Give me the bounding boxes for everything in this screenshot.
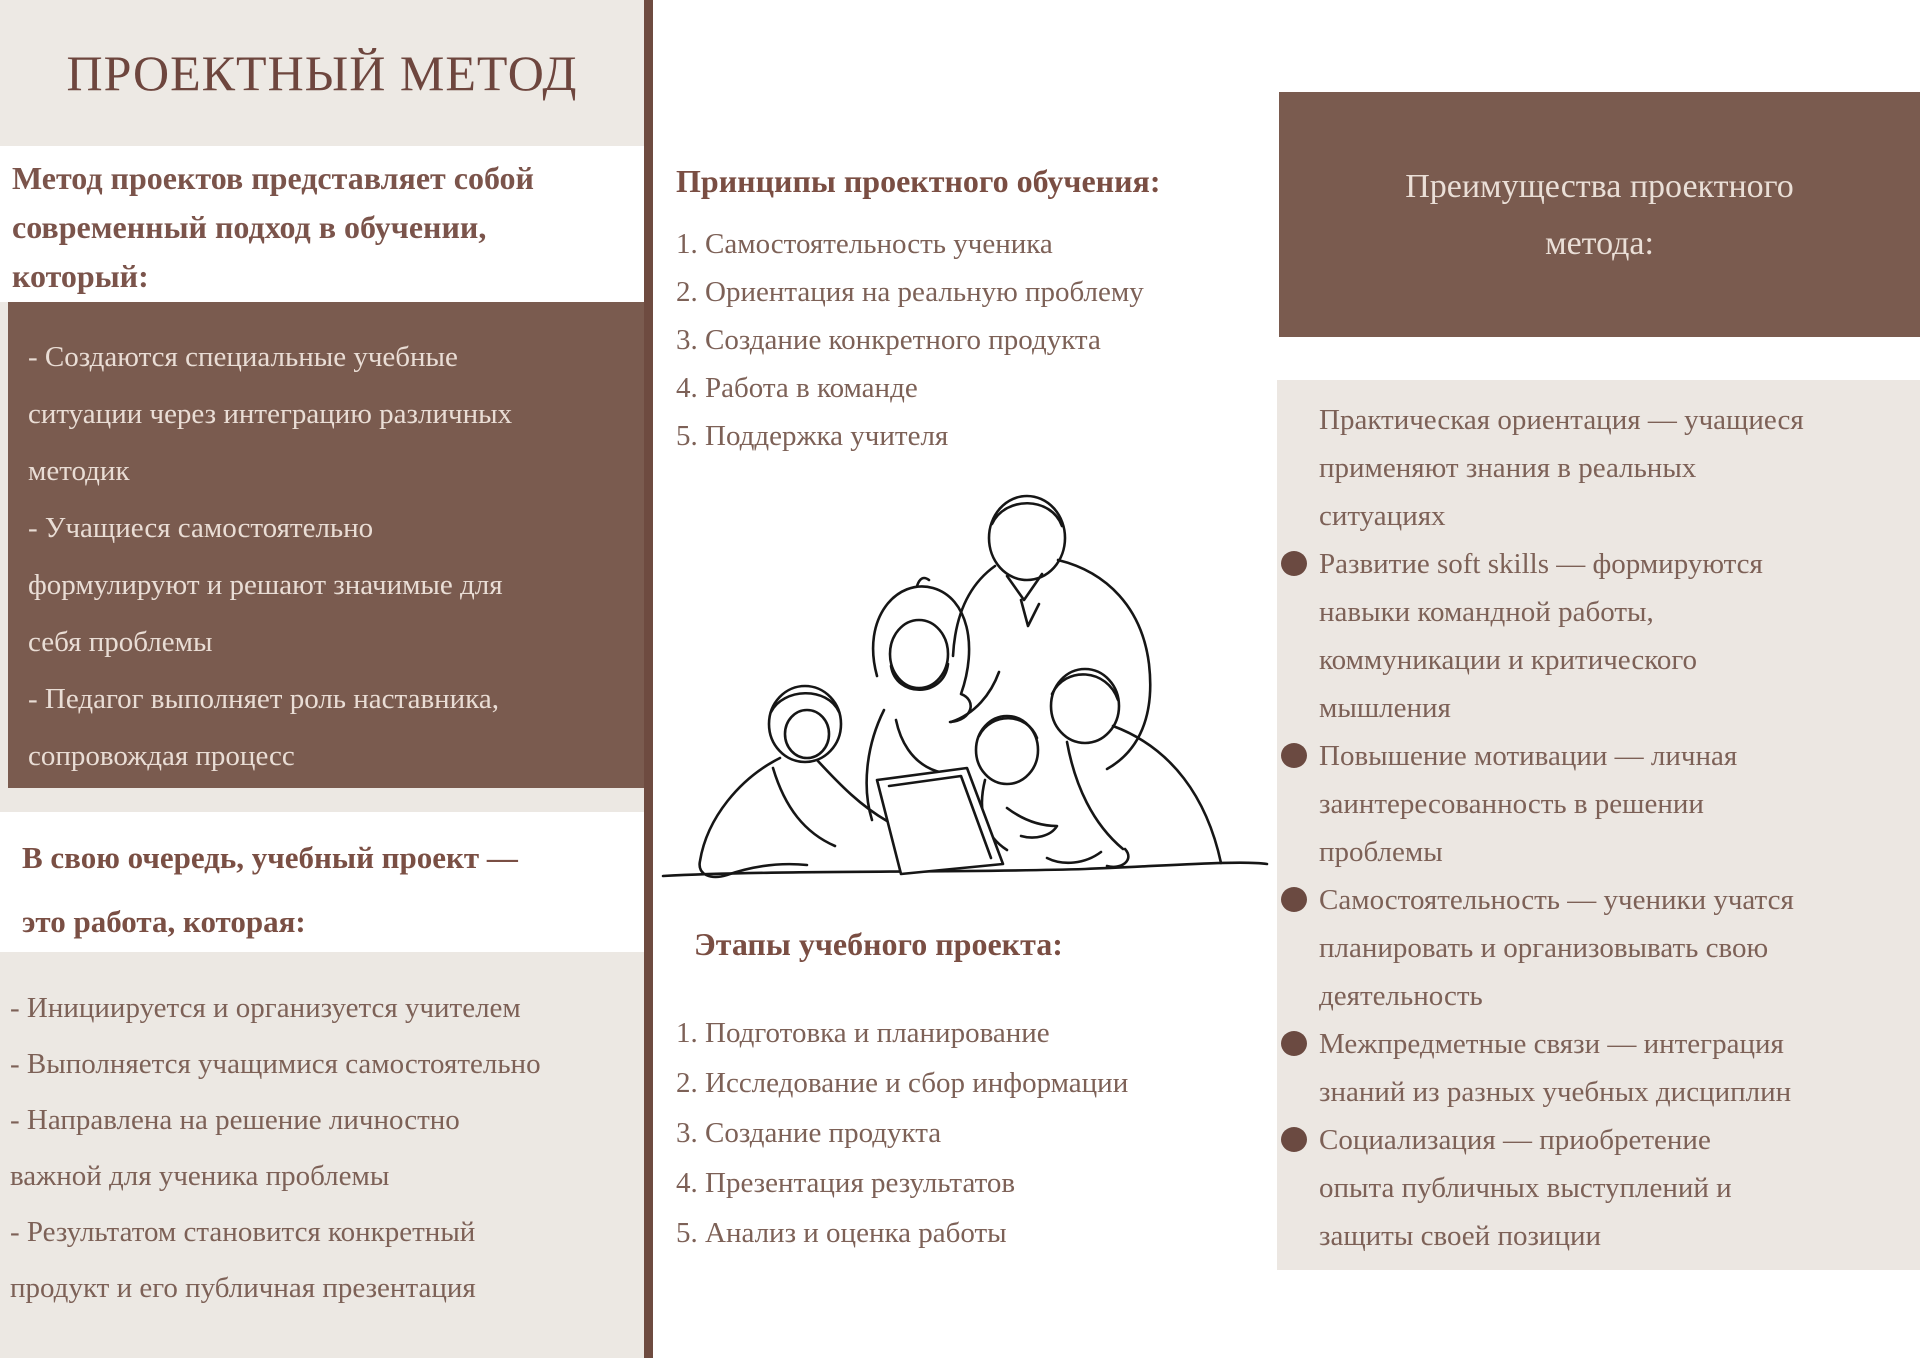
work-item-line: - Результатом становится конкретный <box>10 1216 476 1248</box>
intro-line: современный подход в обучении, <box>12 209 487 245</box>
advantage-line: коммуникации и критического <box>1319 644 1698 676</box>
advantage-line: проблемы <box>1319 836 1443 868</box>
intro-line: Метод проектов представляет собой <box>12 160 534 196</box>
principle-item: 4. Работа в команде <box>676 372 918 404</box>
advantage-line: Повышение мотивации — личная <box>1319 740 1738 772</box>
project-subheading: В свою очередь, учебный проект — это раб… <box>0 812 644 952</box>
feature-line: - Создаются специальные учебные <box>28 341 458 373</box>
page-title: ПРОЕКТНЫЙ МЕТОД <box>66 45 578 101</box>
principle-item: 2. Ориентация на реальную проблему <box>676 276 1144 308</box>
intro-line: который: <box>12 258 149 294</box>
bullet-dot-icon <box>1281 551 1307 576</box>
feature-line: сопровождая процесс <box>28 740 295 772</box>
advantages-header-line: метода: <box>1545 224 1654 262</box>
advantages-panel: Практическая ориентация — учащиеся приме… <box>1277 380 1920 1270</box>
advantages-header-line: Преимущества проектного <box>1405 167 1794 205</box>
title-block: ПРОЕКТНЫЙ МЕТОД <box>0 0 644 146</box>
team-laptop-illustration-icon <box>661 494 1269 879</box>
advantage-line: Социализация — приобретение <box>1319 1124 1711 1156</box>
work-item-line: - Выполняется учащимися самостоятельно <box>10 1048 541 1080</box>
stage-item: 1. Подготовка и планирование <box>676 1017 1050 1049</box>
principles-heading: Принципы проектного обучения: <box>676 163 1161 199</box>
advantage-item: Повышение мотивации — личная заинтересов… <box>1277 732 1920 876</box>
advantage-line: Самостоятельность — ученики учатся <box>1319 884 1794 916</box>
bullet-spacer <box>1277 396 1319 540</box>
advantage-line: знаний из разных учебных дисциплин <box>1319 1076 1792 1108</box>
subheading-line: В свою очередь, учебный проект — <box>22 840 518 875</box>
bullet-dot-icon <box>1281 1127 1307 1152</box>
stages-list: 1. Подготовка и планирование 2. Исследов… <box>676 1008 1128 1258</box>
advantage-line: Межпредметные связи — интеграция <box>1319 1028 1784 1060</box>
project-work-list: - Инициируется и организуется учителем -… <box>0 980 640 1316</box>
advantage-line: навыки командной работы, <box>1319 596 1654 628</box>
advantage-line: применяют знания в реальных <box>1319 452 1697 484</box>
advantage-item: Межпредметные связи — интеграция знаний … <box>1277 1020 1920 1116</box>
principle-item: 1. Самостоятельность ученика <box>676 228 1053 260</box>
intro-paragraph: Метод проектов представляет собой соврем… <box>0 146 644 302</box>
vertical-divider <box>644 0 653 1358</box>
bullet-dot-icon <box>1281 1031 1307 1056</box>
feature-line: - Учащиеся самостоятельно <box>28 512 374 544</box>
advantage-item: Практическая ориентация — учащиеся приме… <box>1277 396 1920 540</box>
feature-line: ситуации через интеграцию различных <box>28 398 513 430</box>
advantage-line: Практическая ориентация — учащиеся <box>1319 404 1804 436</box>
bullet-dot-icon <box>1281 743 1307 768</box>
advantage-line: планировать и организовывать свою <box>1319 932 1769 964</box>
advantage-item: Самостоятельность — ученики учатся плани… <box>1277 876 1920 1020</box>
advantage-line: деятельность <box>1319 980 1483 1012</box>
advantage-line: мышления <box>1319 692 1451 724</box>
feature-line: - Педагог выполняет роль наставника, <box>28 683 499 715</box>
feature-line: методик <box>28 455 130 487</box>
subheading-line: это работа, которая: <box>22 904 306 939</box>
advantages-header: Преимущества проектного метода: <box>1279 92 1920 337</box>
method-features-box: - Создаются специальные учебные ситуации… <box>8 302 644 788</box>
advantage-line: опыта публичных выступлений и <box>1319 1172 1732 1204</box>
stage-item: 3. Создание продукта <box>676 1117 942 1149</box>
stage-item: 5. Анализ и оценка работы <box>676 1217 1007 1249</box>
advantage-line: заинтересованность в решении <box>1319 788 1704 820</box>
feature-line: формулируют и решают значимые для <box>28 569 503 601</box>
left-column: ПРОЕКТНЫЙ МЕТОД Метод проектов представл… <box>0 0 644 1358</box>
feature-line: себя проблемы <box>28 626 213 658</box>
principles-list: 1. Самостоятельность ученика 2. Ориентац… <box>676 220 1144 460</box>
bullet-dot-icon <box>1281 887 1307 912</box>
work-item-line: продукт и его публичная презентация <box>10 1272 476 1304</box>
advantage-item: Развитие soft skills — формируются навык… <box>1277 540 1920 732</box>
advantage-line: защиты своей позиции <box>1319 1220 1601 1252</box>
work-item-line: важной для ученика проблемы <box>10 1160 390 1192</box>
advantage-line: ситуациях <box>1319 500 1446 532</box>
principle-item: 3. Создание конкретного продукта <box>676 324 1101 356</box>
work-item-line: - Направлена на решение личностно <box>10 1104 460 1136</box>
stages-heading: Этапы учебного проекта: <box>694 926 1063 962</box>
stage-item: 2. Исследование и сбор информации <box>676 1067 1129 1099</box>
advantage-item: Социализация — приобретение опыта публич… <box>1277 1116 1920 1260</box>
principle-item: 5. Поддержка учителя <box>676 420 949 452</box>
stage-item: 4. Презентация результатов <box>676 1167 1016 1199</box>
advantage-line: Развитие soft skills — формируются <box>1319 548 1763 580</box>
work-item-line: - Инициируется и организуется учителем <box>10 992 521 1024</box>
